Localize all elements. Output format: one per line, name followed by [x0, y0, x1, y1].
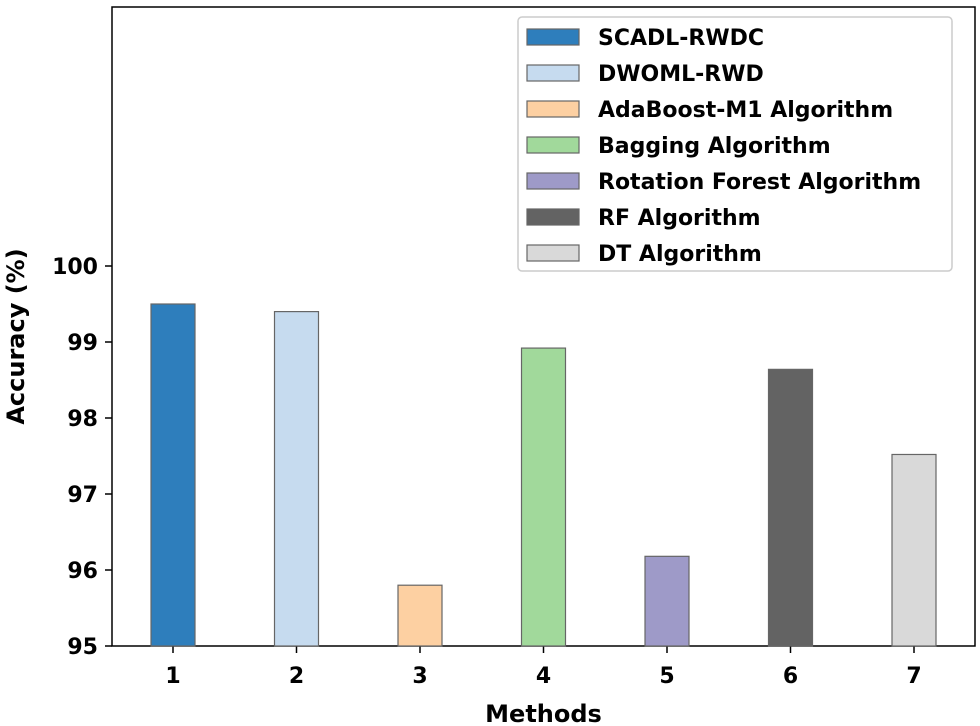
bars — [150, 303, 937, 647]
legend-label: Bagging Algorithm — [598, 134, 831, 159]
x-tick-label: 2 — [289, 664, 304, 689]
x-axis-ticks: 1 2 3 4 5 6 7 — [165, 646, 922, 689]
x-tick-label: 1 — [165, 664, 180, 689]
legend-swatch — [526, 244, 580, 262]
legend-swatch — [526, 136, 580, 154]
legend: SCADL-RWDC DWOML-RWD AdaBoost-M1 Algorithm… — [517, 16, 953, 272]
legend-label: DT Algorithm — [598, 242, 762, 267]
legend-swatch — [526, 64, 580, 82]
x-tick-label: 4 — [536, 664, 551, 689]
legend-label: SCADL-RWDC — [598, 26, 764, 51]
y-tick-label: 95 — [67, 635, 98, 660]
bar-6 — [767, 368, 814, 647]
y-tick-label: 98 — [67, 407, 98, 432]
legend-swatch — [526, 172, 580, 190]
x-tick-label: 3 — [412, 664, 427, 689]
legend-label: RF Algorithm — [598, 206, 761, 231]
y-tick-label: 100 — [52, 255, 98, 280]
bar-4 — [520, 347, 567, 647]
legend-swatch — [526, 28, 580, 46]
x-axis-title: Methods — [485, 700, 602, 726]
x-tick-label: 6 — [783, 664, 798, 689]
x-tick-label: 5 — [659, 664, 674, 689]
legend-label: AdaBoost-M1 Algorithm — [598, 98, 893, 123]
legend-box — [517, 16, 953, 272]
x-tick-label: 7 — [906, 664, 921, 689]
bar-5 — [644, 555, 690, 647]
y-tick-label: 96 — [67, 559, 98, 584]
legend-label: Rotation Forest Algorithm — [598, 170, 921, 195]
y-axis-title: Accuracy (%) — [2, 248, 30, 424]
bar-3 — [397, 584, 443, 647]
legend-swatch — [526, 208, 580, 226]
y-axis-ticks: 95 96 97 98 99 100 — [52, 255, 112, 660]
bar-1 — [150, 303, 196, 647]
y-tick-label: 97 — [67, 483, 98, 508]
bar-7 — [891, 453, 937, 647]
y-tick-label: 99 — [67, 331, 98, 356]
legend-label: DWOML-RWD — [598, 62, 764, 87]
legend-swatch — [526, 100, 580, 118]
bar-2 — [273, 311, 320, 647]
